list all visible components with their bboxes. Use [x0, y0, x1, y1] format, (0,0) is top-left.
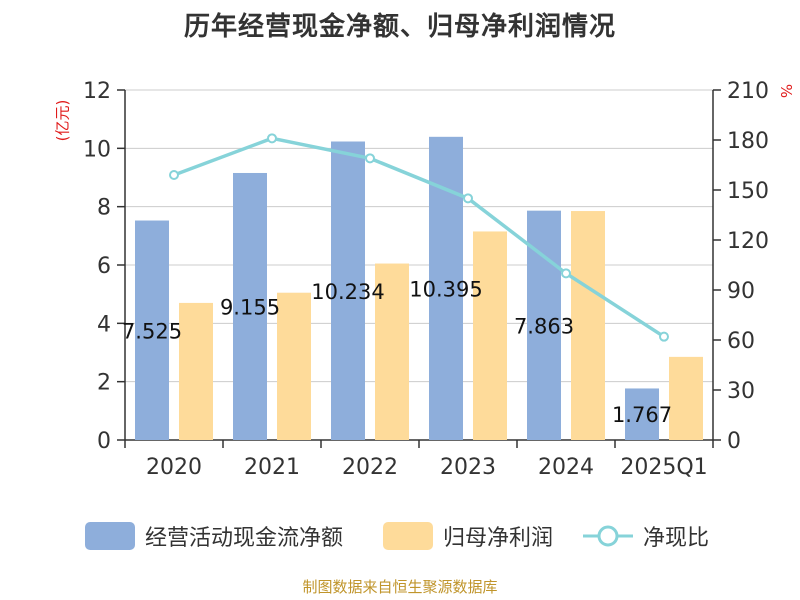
line-ratio-point [463, 193, 473, 204]
x-axis-tick-label: 2023 [440, 455, 496, 480]
bar-cashflow [331, 141, 365, 440]
data-label-cashflow: 1.767 [612, 403, 672, 427]
x-axis-tick-label: 2021 [244, 455, 300, 480]
line-ratio-point [169, 170, 179, 180]
right-axis-tick-label: 120 [727, 229, 769, 254]
right-axis-tick-label: 90 [727, 279, 755, 304]
right-axis-tick-label: 30 [727, 379, 755, 404]
right-axis-tick-label: 0 [727, 429, 741, 454]
bar-cashflow [135, 220, 169, 440]
line-ratio [173, 136, 665, 339]
left-axis-tick-label: 2 [97, 371, 111, 396]
bar-netprofit [375, 263, 409, 440]
bar-netprofit [669, 356, 703, 440]
bar-cashflow [625, 388, 659, 440]
x-axis-tick-label: 2025Q1 [620, 455, 707, 480]
bar-netprofit [179, 302, 213, 440]
bar-netprofit [277, 292, 311, 440]
line-ratio-point [365, 153, 375, 164]
legend-label-netprofit: 归母净利润 [443, 526, 554, 551]
left-axis-tick-label: 4 [97, 312, 111, 337]
legend-swatch-netprofit [383, 522, 433, 550]
x-axis-tick-label: 2022 [342, 455, 398, 480]
legend: 经营活动现金流净额 归母净利润 净现比 [0, 516, 800, 556]
x-axis-tick-label: 2020 [146, 455, 202, 480]
bar-netprofit [473, 231, 507, 440]
source-note: 制图数据来自恒生聚源数据库 [302, 578, 498, 596]
legend-item-cashflow[interactable]: 经营活动现金流净额 [85, 516, 343, 556]
bar-cashflow [233, 172, 267, 440]
line-ratio-point [267, 133, 277, 144]
data-label-cashflow: 10.234 [311, 280, 384, 304]
data-label-cashflow: 10.395 [409, 277, 482, 301]
left-axis-tick-label: 8 [97, 196, 111, 221]
left-axis-tick-label: 10 [83, 137, 111, 162]
data-label-cashflow: 7.525 [122, 319, 182, 343]
legend-swatch-cashflow [85, 522, 135, 550]
right-axis-tick-label: 60 [727, 329, 755, 354]
left-axis-tick-label: 0 [97, 429, 111, 454]
line-ratio-point [561, 268, 571, 279]
legend-label-ratio: 净现比 [643, 526, 710, 551]
bar-netprofit [571, 211, 605, 440]
line-ratio-point [659, 331, 669, 342]
chart-title: 历年经营现金净额、归母净利润情况 [183, 12, 616, 42]
right-axis-tick-label: 150 [727, 179, 769, 204]
legend-item-ratio[interactable]: 净现比 [583, 516, 709, 556]
legend-item-netprofit[interactable]: 归母净利润 [383, 516, 553, 556]
left-axis-tick-label: 12 [83, 79, 111, 104]
data-label-cashflow: 9.155 [220, 295, 280, 319]
data-label-cashflow: 7.863 [514, 314, 574, 338]
right-axis-tick-label: 180 [727, 129, 769, 154]
left-axis-tick-label: 6 [97, 254, 111, 279]
bar-cashflow [429, 136, 463, 440]
right-axis-tick-label: 210 [727, 79, 769, 104]
x-axis-tick-label: 2024 [538, 455, 594, 480]
legend-label-cashflow: 经营活动现金流净额 [145, 526, 344, 551]
legend-line-icon [583, 525, 633, 547]
